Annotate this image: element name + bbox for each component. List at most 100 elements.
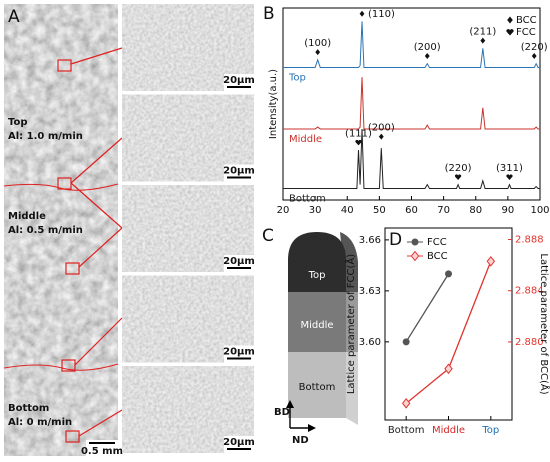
peak-symbol	[378, 133, 384, 140]
x-tick-label: 20	[277, 205, 290, 216]
series-label: Middle	[289, 134, 322, 145]
x-tick-label: Top	[481, 425, 499, 436]
legend-symbol	[507, 16, 513, 24]
peak-label: (220)	[521, 42, 548, 53]
legend-marker	[411, 238, 419, 246]
scale-label: 20μm	[223, 75, 255, 86]
arrow-head	[286, 400, 294, 408]
point	[486, 255, 496, 267]
link-line	[70, 182, 123, 229]
series-line	[283, 128, 540, 189]
peak-symbol	[359, 10, 365, 17]
x-tick-label: 70	[437, 205, 450, 216]
peak-label: (110)	[368, 9, 395, 20]
y-axis-label: Lattice parameter of FCC(Å)	[344, 254, 357, 394]
side-top	[340, 232, 358, 296]
series-line	[283, 77, 540, 130]
insets: 20μm 20μm 20μm 20μm 20μm	[122, 4, 255, 453]
region-box	[57, 59, 72, 72]
peak-symbol	[480, 37, 486, 44]
axis-label: ND	[292, 435, 309, 446]
x-tick-label: 40	[341, 205, 354, 216]
series-line	[405, 273, 450, 343]
scale-label: 20μm	[223, 166, 255, 177]
x-tick-label: 100	[530, 205, 549, 216]
segment-label: Middle	[300, 320, 333, 331]
x-tick-label: Middle	[432, 425, 465, 436]
region-box	[65, 262, 80, 275]
region-boxes	[57, 47, 123, 443]
scale-label: 20μm	[223, 347, 255, 358]
scale-label: 20μm	[223, 437, 255, 448]
zone-condition: Al: 0.5 m/min	[8, 225, 83, 236]
legend-label: FCC	[427, 237, 447, 248]
y2-tick-label: 2.884	[515, 286, 544, 297]
region-box	[61, 359, 76, 372]
zone-title: Top	[8, 117, 28, 128]
scale-label: 0.5 mm	[81, 446, 123, 457]
link-line	[78, 409, 123, 437]
plot-frame	[384, 227, 513, 421]
panel-label: C	[262, 226, 274, 246]
point	[445, 270, 452, 278]
panel-label: D	[389, 230, 402, 250]
legend-symbol	[506, 29, 514, 36]
peak-label: (200)	[414, 42, 441, 53]
peak-symbol	[506, 174, 513, 180]
peak-symbol	[315, 49, 321, 56]
panel-label: B	[263, 4, 275, 24]
x-tick-label: 60	[405, 205, 418, 216]
panel-c: C Top Middle Bottom BD ND	[262, 226, 358, 446]
link-line	[78, 227, 123, 268]
legend-label: FCC	[516, 27, 536, 38]
y-tick-label: 3.66	[359, 235, 381, 246]
peak-label: (220)	[445, 163, 472, 174]
y-axis-label: Intensity(a.u.)	[268, 69, 279, 139]
peak-label: (211)	[469, 27, 496, 38]
series-line	[283, 21, 540, 69]
side-bottom	[346, 352, 358, 425]
point	[401, 398, 411, 409]
axis-label: BD	[274, 407, 290, 418]
scale-label: 20μm	[223, 256, 255, 267]
segment-label: Top	[308, 270, 326, 281]
peak-symbol	[424, 53, 430, 59]
micrograph	[4, 4, 118, 456]
peak-label: (311)	[496, 163, 523, 174]
y-tick-label: 3.63	[359, 286, 381, 297]
panel-label: A	[8, 7, 20, 27]
region-box	[65, 430, 80, 443]
series-label: Bottom	[289, 193, 326, 204]
y2-tick-label: 2.880	[515, 337, 544, 348]
y2-tick-label: 2.888	[515, 235, 544, 246]
segment-top	[288, 232, 346, 292]
point	[402, 338, 410, 346]
x-tick-label: 50	[373, 205, 386, 216]
arrow-head	[308, 424, 316, 432]
peak-label: (111)	[345, 128, 372, 139]
zone-condition: Al: 0 m/min	[8, 417, 72, 428]
x-tick-label: 30	[309, 205, 322, 216]
zone-condition: Al: 1.0 m/min	[8, 131, 83, 142]
segment-label: Bottom	[299, 382, 336, 393]
segment-middle	[288, 292, 346, 352]
segment-bottom	[288, 352, 346, 418]
legend-label: BCC	[516, 15, 537, 26]
x-tick-label: 90	[502, 205, 515, 216]
peak-symbol	[355, 139, 362, 146]
x-tick-label: 80	[469, 205, 482, 216]
series-label: Top	[288, 73, 306, 84]
side-middle	[346, 292, 358, 352]
zone-title: Middle	[8, 211, 46, 222]
peak-symbol	[454, 174, 462, 180]
legend-marker	[410, 250, 420, 262]
link-line	[70, 47, 123, 65]
y-tick-label: 3.60	[359, 337, 381, 348]
legend-label: BCC	[427, 251, 448, 262]
y2-axis-label: Lattice parameter of BCC(Å)	[538, 253, 550, 394]
boundary	[3, 183, 119, 191]
peak-symbol	[531, 53, 537, 59]
x-tick-label: Bottom	[388, 425, 425, 436]
peak-label: (100)	[304, 38, 331, 49]
link-line	[74, 317, 123, 366]
